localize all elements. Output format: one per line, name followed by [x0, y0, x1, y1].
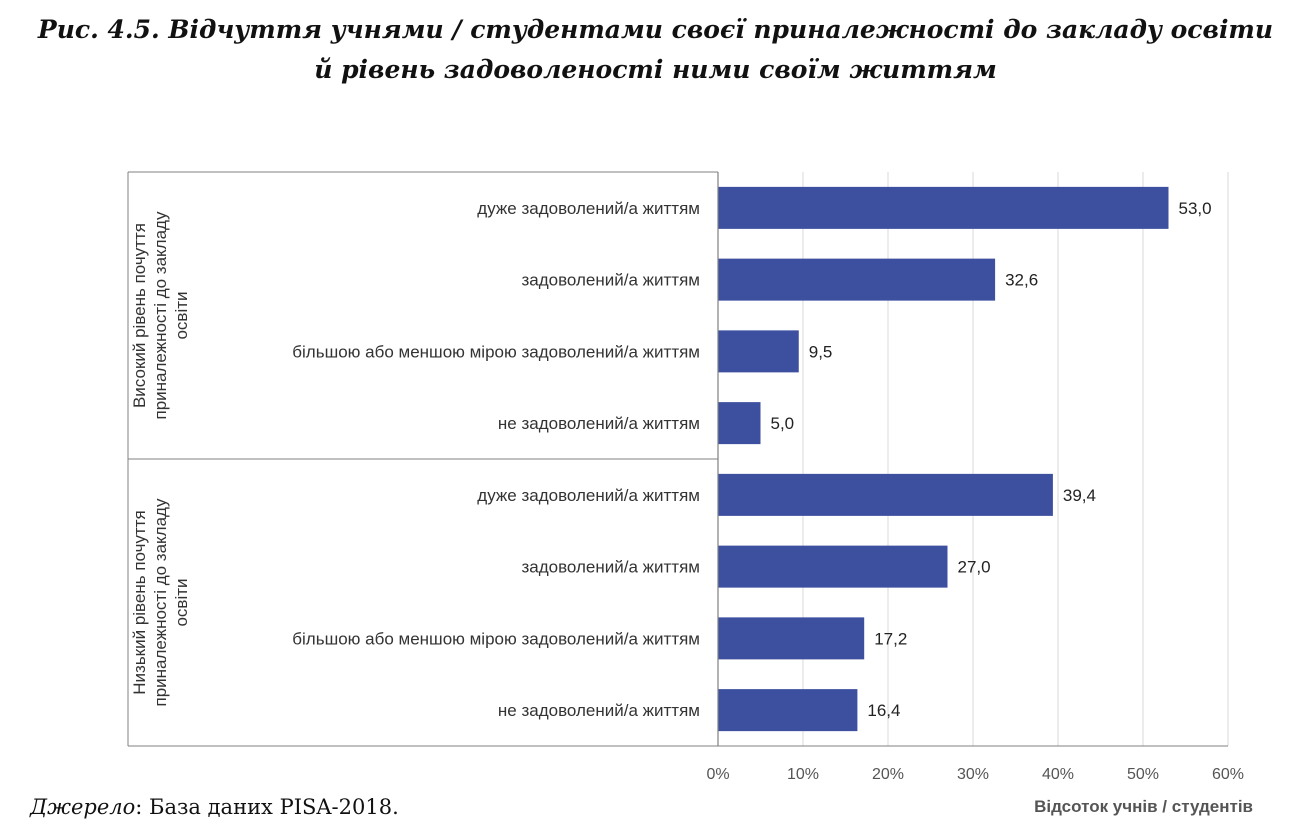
x-axis-label: Відсоток учнів / студентів: [1034, 797, 1253, 816]
group-label-line: приналежності до закладу: [151, 211, 170, 419]
chart-title-line-2: й рівень задоволеності ними своїм життям: [314, 55, 997, 84]
group-label-line: приналежності до закладу: [151, 498, 170, 706]
category-label: задоволений/а життям: [521, 558, 700, 577]
data-label: 39,4: [1063, 486, 1096, 505]
bar: [718, 330, 799, 373]
chart-title-line-1: Рис. 4.5. Відчуття учнями / студентами с…: [37, 15, 1274, 44]
category-label: не задоволений/а життям: [498, 414, 700, 433]
x-tick-label: 40%: [1042, 766, 1074, 783]
x-tick-label: 60%: [1212, 766, 1244, 783]
chart-title: Рис. 4.5. Відчуття учнями / студентами с…: [0, 10, 1311, 90]
bar: [718, 545, 948, 588]
x-tick-label: 20%: [872, 766, 904, 783]
source-text: : База даних PISA-2018.: [135, 795, 399, 819]
category-label: більшою або меншою мірою задоволений/а ж…: [292, 629, 700, 648]
data-label: 16,4: [867, 701, 900, 720]
bar: [718, 186, 1169, 229]
group-label-line: освіти: [172, 578, 191, 626]
data-label: 9,5: [809, 342, 833, 361]
group-label-line: Низький рівень почуття: [130, 510, 149, 695]
category-label: не задоволений/а життям: [498, 701, 700, 720]
bar: [718, 258, 996, 301]
x-tick-label: 10%: [787, 766, 819, 783]
category-label: більшою або меншою мірою задоволений/а ж…: [292, 342, 700, 361]
x-tick-label: 0%: [706, 766, 729, 783]
x-tick-label: 50%: [1127, 766, 1159, 783]
data-label: 5,0: [771, 414, 795, 433]
source-note: Джерело: База даних PISA-2018.: [30, 795, 399, 819]
bar: [718, 689, 858, 732]
data-label: 32,6: [1005, 271, 1038, 290]
data-label: 53,0: [1179, 199, 1212, 218]
bar: [718, 402, 761, 445]
category-label: задоволений/а життям: [521, 271, 700, 290]
x-tick-label: 30%: [957, 766, 989, 783]
category-label: дуже задоволений/а життям: [477, 486, 700, 505]
bar: [718, 473, 1053, 516]
data-label: 17,2: [874, 629, 907, 648]
bar: [718, 617, 865, 660]
category-label: дуже задоволений/а життям: [477, 199, 700, 218]
group-label-line: Високий рівень почуття: [130, 223, 149, 408]
source-label: Джерело: [30, 795, 136, 819]
group-label-line: освіти: [172, 291, 191, 339]
data-label: 27,0: [958, 558, 991, 577]
